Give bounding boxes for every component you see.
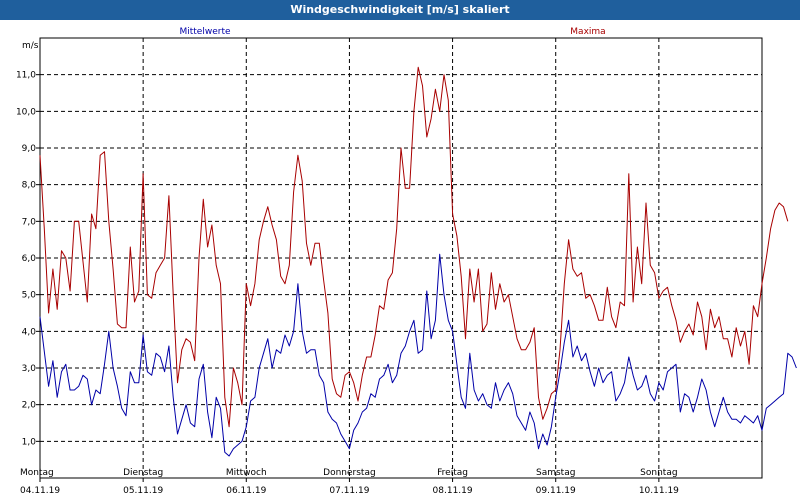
x-date-label: 04.11.19 bbox=[20, 486, 60, 496]
series-lines bbox=[39, 66, 797, 457]
x-day-label: Mittwoch bbox=[226, 468, 267, 478]
y-tick-label: 7,0 bbox=[22, 217, 37, 227]
x-day-label: Freitag bbox=[437, 468, 468, 478]
y-tick-label: 1,0 bbox=[22, 437, 37, 447]
x-day-label: Dienstag bbox=[123, 468, 163, 478]
series-line-mittelwerte bbox=[39, 253, 797, 457]
x-date-label: 06.11.19 bbox=[226, 486, 266, 496]
wind-speed-chart: 1,0 2,0 3,0 4,0 5,0 6,0 7,0 8,0 9,0 10,0 11,0 Mont… bbox=[16, 27, 797, 496]
x-day-label: Montag bbox=[20, 468, 54, 478]
x-date-label: 08.11.19 bbox=[433, 486, 473, 496]
y-tick-label: 6,0 bbox=[22, 254, 37, 264]
y-tick-label: 4,0 bbox=[22, 327, 37, 337]
series-line-maxima bbox=[39, 66, 789, 428]
x-date-label: 10.11.19 bbox=[639, 486, 679, 496]
y-tick-label: 9,0 bbox=[22, 144, 37, 154]
y-tick-label: 5,0 bbox=[22, 291, 37, 301]
legend-maxima: Maxima bbox=[570, 27, 605, 37]
y-tick-label: 11,0 bbox=[16, 71, 36, 81]
x-date-label: 09.11.19 bbox=[536, 486, 576, 496]
x-date-label: 05.11.19 bbox=[123, 486, 163, 496]
x-date-label: 07.11.19 bbox=[329, 486, 369, 496]
x-day-label: Samstag bbox=[536, 468, 575, 478]
y-tick-label: 3,0 bbox=[22, 364, 37, 374]
chart-title: Windgeschwindigkeit [m/s] skaliert bbox=[0, 0, 800, 20]
y-tick-label: 10,0 bbox=[16, 107, 36, 117]
x-day-label: Sonntag bbox=[640, 468, 677, 478]
x-day-label: Donnerstag bbox=[323, 468, 376, 478]
legend: Mittelwerte Maxima bbox=[179, 27, 605, 37]
x-axis: Montag 04.11.19 Dienstag 05.11.19 Mittwoch 06… bbox=[20, 468, 679, 496]
y-axis-unit-label: m/s bbox=[22, 41, 39, 51]
y-tick-label: 8,0 bbox=[22, 181, 37, 191]
y-tick-label: 2,0 bbox=[22, 401, 37, 411]
legend-mittelwerte: Mittelwerte bbox=[179, 27, 230, 37]
y-axis: 1,0 2,0 3,0 4,0 5,0 6,0 7,0 8,0 9,0 10,0 11,0 bbox=[16, 71, 40, 447]
